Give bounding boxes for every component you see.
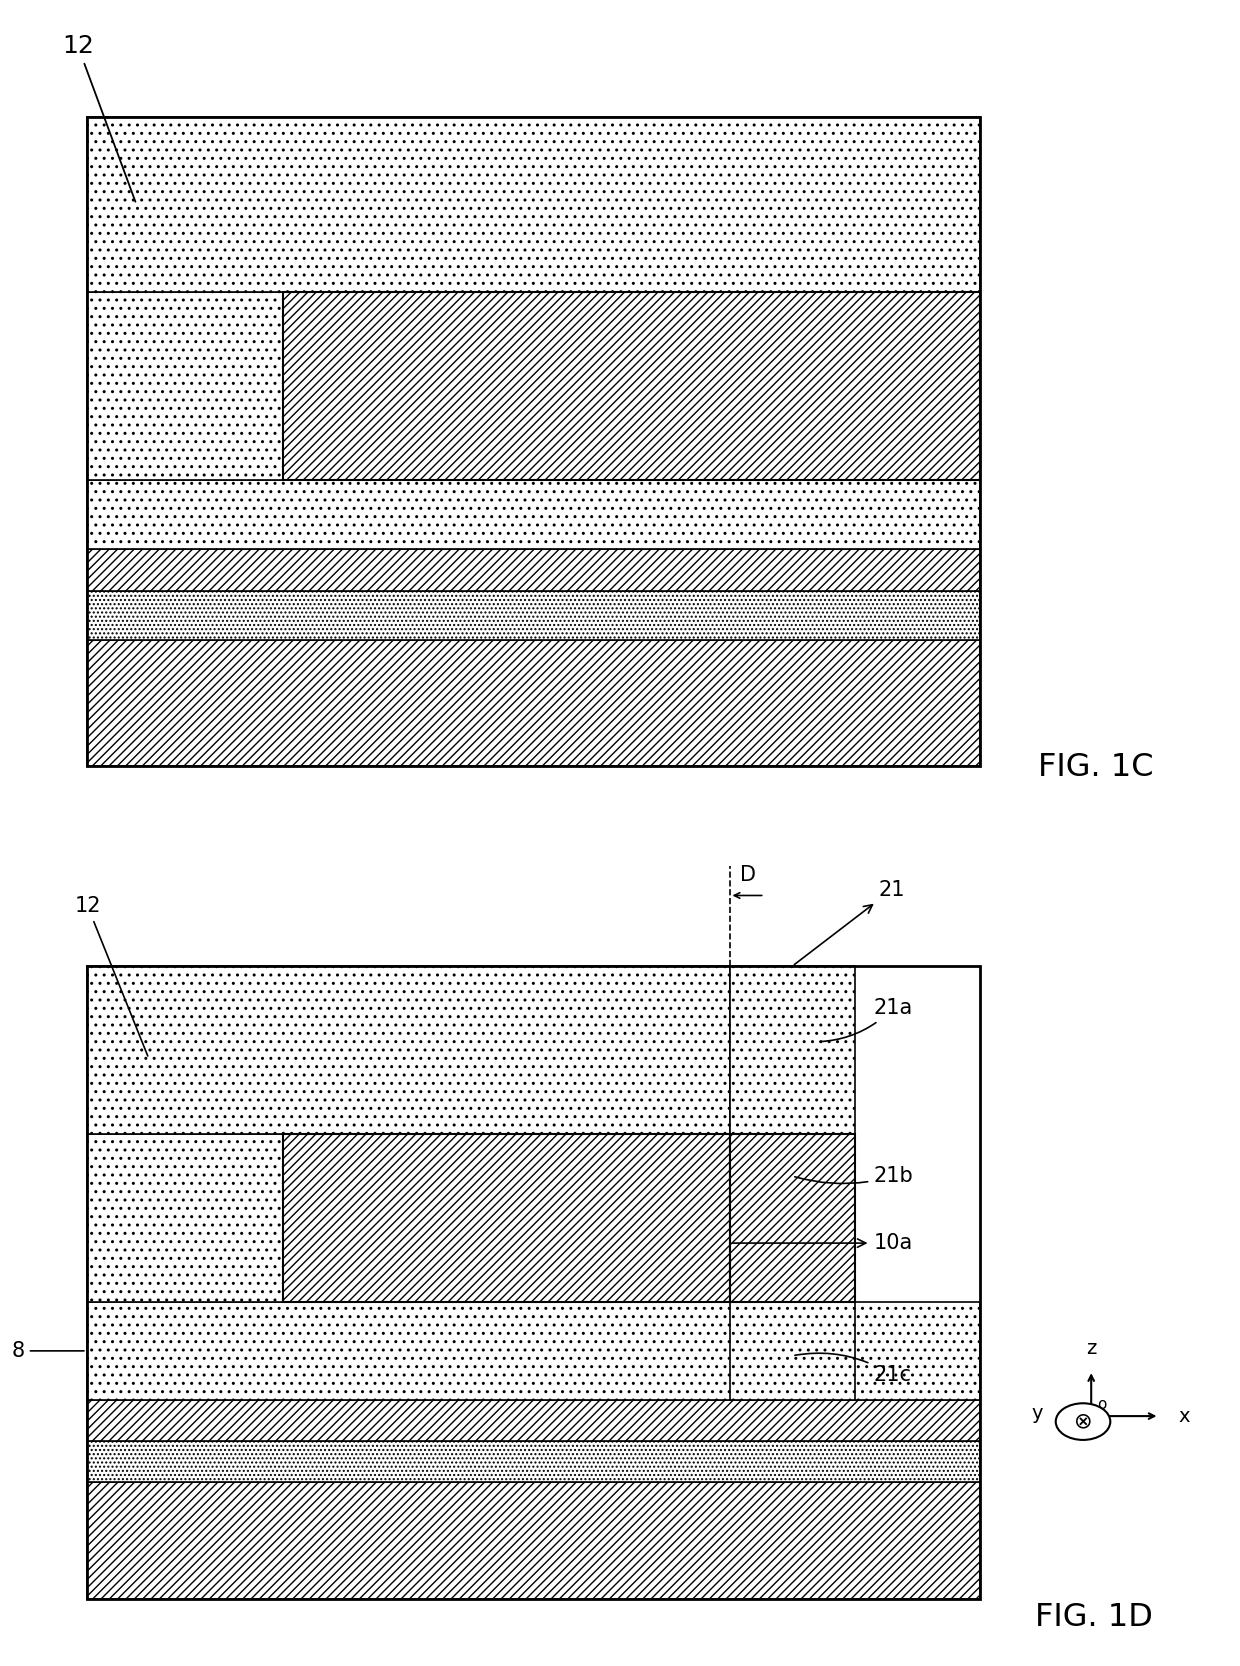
Text: 21b: 21b bbox=[795, 1166, 913, 1186]
Bar bbox=[87, 292, 283, 480]
Text: 8: 8 bbox=[11, 1341, 84, 1361]
Text: 21: 21 bbox=[795, 880, 905, 965]
Text: D: D bbox=[740, 865, 756, 886]
Text: y: y bbox=[1032, 1404, 1043, 1423]
Bar bbox=[87, 480, 980, 548]
Text: z: z bbox=[1086, 1339, 1096, 1358]
Bar bbox=[87, 1483, 980, 1599]
Text: ⊗: ⊗ bbox=[1074, 1411, 1092, 1431]
Bar bbox=[87, 1135, 283, 1301]
Text: FIG. 1D: FIG. 1D bbox=[1035, 1601, 1153, 1633]
Bar bbox=[729, 966, 854, 1135]
Text: o: o bbox=[1097, 1396, 1107, 1413]
Circle shape bbox=[1055, 1403, 1110, 1439]
Bar bbox=[283, 1135, 729, 1301]
Text: 12: 12 bbox=[62, 35, 135, 202]
Text: 12: 12 bbox=[74, 896, 148, 1056]
Bar bbox=[87, 117, 980, 292]
Bar bbox=[87, 966, 729, 1135]
Bar bbox=[87, 117, 980, 766]
Text: 21a: 21a bbox=[820, 998, 913, 1041]
Bar bbox=[87, 591, 980, 640]
Text: 10a: 10a bbox=[733, 1233, 913, 1253]
Bar bbox=[87, 1399, 980, 1441]
Text: x: x bbox=[1178, 1406, 1189, 1426]
Bar bbox=[87, 548, 980, 591]
Bar bbox=[283, 292, 980, 480]
Bar bbox=[729, 1135, 854, 1301]
Text: 21c: 21c bbox=[795, 1353, 911, 1386]
Bar bbox=[87, 640, 980, 766]
Bar bbox=[87, 1301, 980, 1399]
Bar bbox=[729, 1301, 854, 1399]
Bar bbox=[87, 1441, 980, 1483]
Text: FIG. 1C: FIG. 1C bbox=[1038, 751, 1153, 783]
Bar bbox=[87, 966, 980, 1599]
